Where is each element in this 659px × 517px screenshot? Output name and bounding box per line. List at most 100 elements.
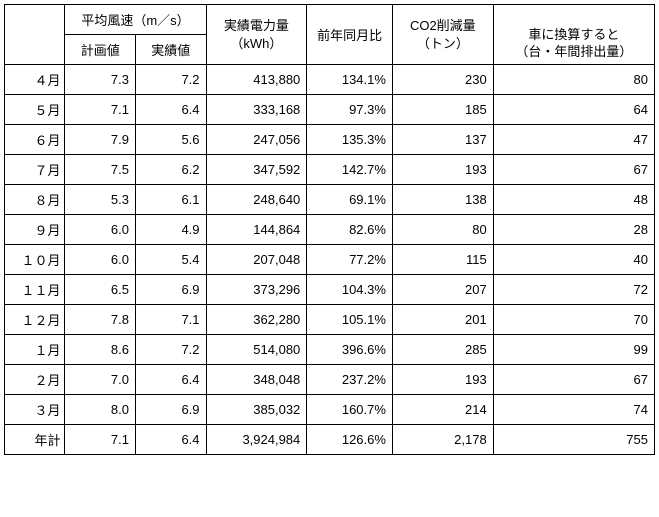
cell-kwh: 373,296 [206, 275, 307, 305]
cell-month: ７月 [5, 155, 65, 185]
cell-actual: 5.4 [135, 245, 206, 275]
header-co2-label: CO2削減量 [410, 18, 476, 33]
cell-co2: 115 [392, 245, 493, 275]
cell-co2: 137 [392, 125, 493, 155]
cell-co2: 138 [392, 185, 493, 215]
cell-car: 74 [493, 395, 654, 425]
cell-actual: 7.2 [135, 65, 206, 95]
cell-co2: 185 [392, 95, 493, 125]
cell-kwh: 413,880 [206, 65, 307, 95]
cell-month: １２月 [5, 305, 65, 335]
cell-kwh: 248,640 [206, 185, 307, 215]
header-month [5, 5, 65, 65]
header-power-unit: （kWh） [230, 36, 282, 51]
cell-month: ９月 [5, 215, 65, 245]
cell-yoy: 142.7% [307, 155, 393, 185]
cell-co2: 193 [392, 365, 493, 395]
cell-plan: 7.5 [65, 155, 136, 185]
cell-plan: 5.3 [65, 185, 136, 215]
cell-plan: 6.5 [65, 275, 136, 305]
cell-month: ４月 [5, 65, 65, 95]
cell-co2: 207 [392, 275, 493, 305]
cell-car: 755 [493, 425, 654, 455]
cell-month: 年計 [5, 425, 65, 455]
table-row: ３月8.06.9385,032160.7%21474 [5, 395, 655, 425]
cell-actual: 6.9 [135, 275, 206, 305]
cell-yoy: 77.2% [307, 245, 393, 275]
cell-yoy: 126.6% [307, 425, 393, 455]
cell-plan: 7.1 [65, 95, 136, 125]
table-row: １月8.67.2514,080396.6%28599 [5, 335, 655, 365]
header-yoy: 前年同月比 [307, 5, 393, 65]
cell-plan: 7.3 [65, 65, 136, 95]
cell-yoy: 135.3% [307, 125, 393, 155]
cell-car: 67 [493, 365, 654, 395]
cell-actual: 6.9 [135, 395, 206, 425]
cell-plan: 8.0 [65, 395, 136, 425]
table-row: 年計7.16.43,924,984126.6%2,178755 [5, 425, 655, 455]
header-plan: 計画値 [65, 35, 136, 65]
cell-kwh: 3,924,984 [206, 425, 307, 455]
cell-yoy: 97.3% [307, 95, 393, 125]
cell-month: １０月 [5, 245, 65, 275]
cell-car: 28 [493, 215, 654, 245]
header-car: 車に換算すると （台・年間排出量） [493, 5, 654, 65]
cell-actual: 7.1 [135, 305, 206, 335]
table-row: ２月7.06.4348,048237.2%19367 [5, 365, 655, 395]
cell-kwh: 144,864 [206, 215, 307, 245]
table-row: １１月6.56.9373,296104.3%20772 [5, 275, 655, 305]
cell-actual: 6.4 [135, 425, 206, 455]
cell-plan: 8.6 [65, 335, 136, 365]
cell-co2: 285 [392, 335, 493, 365]
cell-car: 67 [493, 155, 654, 185]
cell-yoy: 69.1% [307, 185, 393, 215]
cell-month: １１月 [5, 275, 65, 305]
cell-car: 70 [493, 305, 654, 335]
cell-actual: 6.1 [135, 185, 206, 215]
cell-kwh: 362,280 [206, 305, 307, 335]
cell-car: 48 [493, 185, 654, 215]
cell-co2: 201 [392, 305, 493, 335]
cell-month: ８月 [5, 185, 65, 215]
cell-car: 40 [493, 245, 654, 275]
table-row: ９月6.04.9144,86482.6%8028 [5, 215, 655, 245]
header-actual: 実績値 [135, 35, 206, 65]
header-power: 実績電力量 （kWh） [206, 5, 307, 65]
table-row: ７月7.56.2347,592142.7%19367 [5, 155, 655, 185]
cell-kwh: 347,592 [206, 155, 307, 185]
cell-car: 80 [493, 65, 654, 95]
cell-yoy: 237.2% [307, 365, 393, 395]
cell-month: ６月 [5, 125, 65, 155]
header-car-label1: 車に換算すると [528, 27, 619, 42]
cell-actual: 7.2 [135, 335, 206, 365]
cell-yoy: 134.1% [307, 65, 393, 95]
cell-month: ５月 [5, 95, 65, 125]
wind-power-table: 平均風速（m／s） 実績電力量 （kWh） 前年同月比 CO2削減量 （トン） … [4, 4, 655, 455]
header-co2: CO2削減量 （トン） [392, 5, 493, 65]
cell-month: １月 [5, 335, 65, 365]
cell-yoy: 160.7% [307, 395, 393, 425]
cell-kwh: 348,048 [206, 365, 307, 395]
table-row: ８月5.36.1248,64069.1%13848 [5, 185, 655, 215]
header-co2-unit: （トン） [417, 36, 469, 51]
cell-plan: 6.0 [65, 245, 136, 275]
table-body: ４月7.37.2413,880134.1%23080５月7.16.4333,16… [5, 65, 655, 455]
cell-co2: 230 [392, 65, 493, 95]
table-row: ５月7.16.4333,16897.3%18564 [5, 95, 655, 125]
header-car-label2: （台・年間排出量） [515, 44, 632, 59]
table-row: １０月6.05.4207,04877.2%11540 [5, 245, 655, 275]
cell-kwh: 207,048 [206, 245, 307, 275]
cell-yoy: 82.6% [307, 215, 393, 245]
table-header: 平均風速（m／s） 実績電力量 （kWh） 前年同月比 CO2削減量 （トン） … [5, 5, 655, 65]
cell-month: ２月 [5, 365, 65, 395]
cell-car: 72 [493, 275, 654, 305]
cell-yoy: 105.1% [307, 305, 393, 335]
cell-co2: 214 [392, 395, 493, 425]
header-power-label: 実績電力量 [224, 18, 289, 33]
cell-plan: 7.8 [65, 305, 136, 335]
cell-actual: 6.4 [135, 365, 206, 395]
table-row: ６月7.95.6247,056135.3%13747 [5, 125, 655, 155]
cell-co2: 80 [392, 215, 493, 245]
cell-car: 64 [493, 95, 654, 125]
cell-plan: 7.1 [65, 425, 136, 455]
